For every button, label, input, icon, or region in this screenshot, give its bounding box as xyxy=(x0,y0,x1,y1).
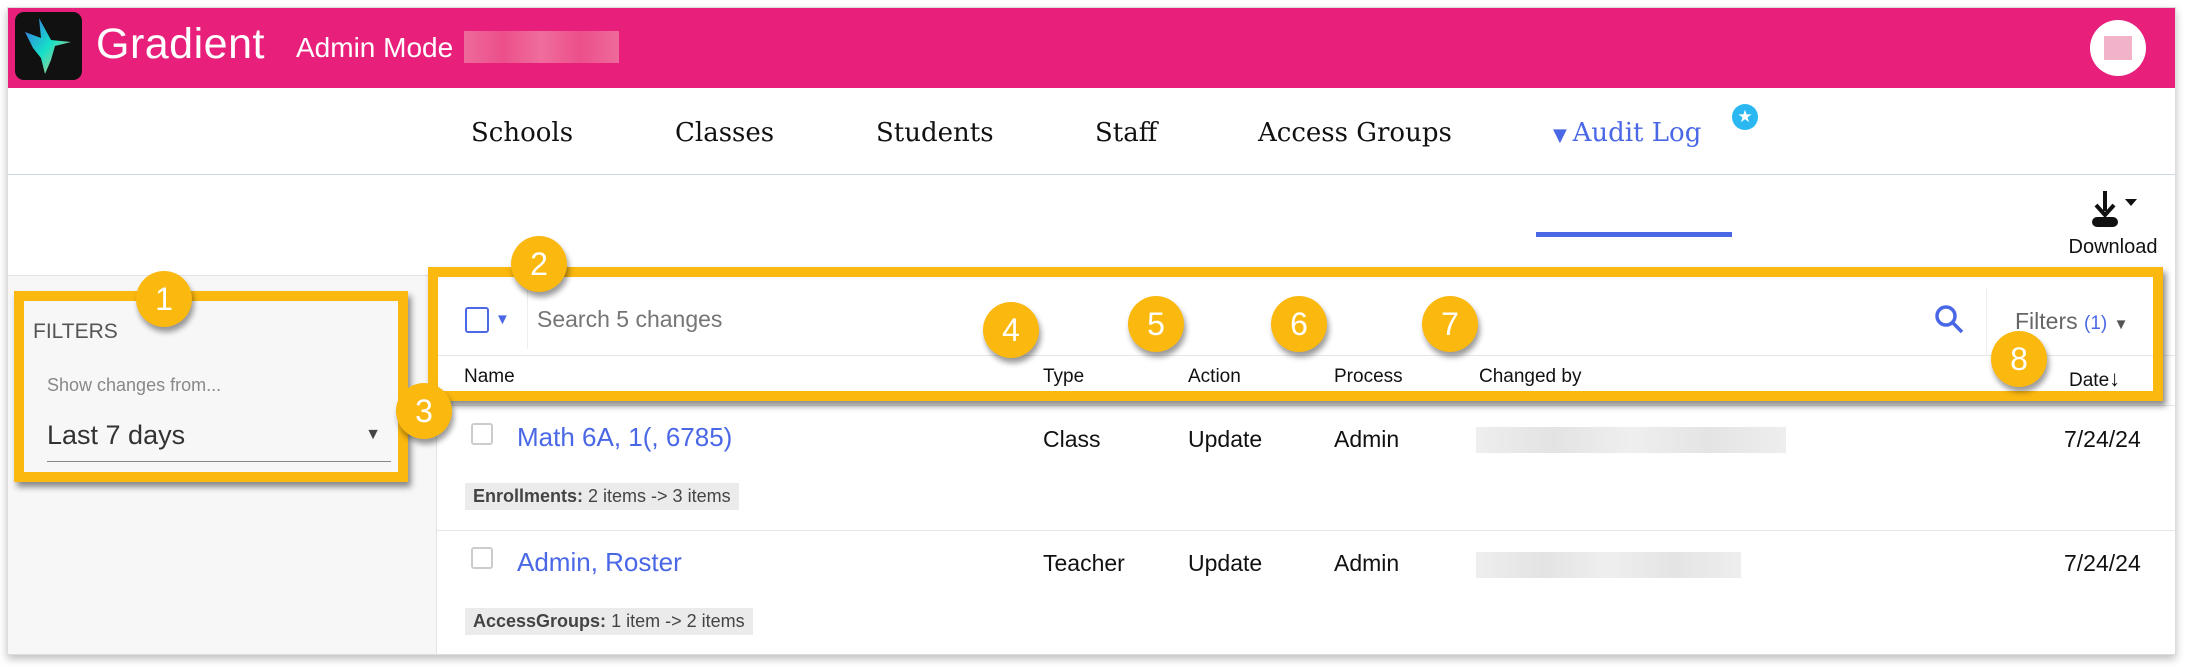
row-checkbox[interactable] xyxy=(471,423,493,445)
caret-down-icon: ▼ xyxy=(365,426,381,443)
redacted-name xyxy=(464,31,619,63)
filters-button[interactable]: Filters (1) ▼ xyxy=(2015,308,2129,334)
row-date: 7/24/24 xyxy=(2064,550,2141,576)
tab-students[interactable]: Students xyxy=(876,118,994,148)
row-type: Teacher xyxy=(1043,550,1125,576)
brand-name: Gradient xyxy=(96,20,265,68)
row-action: Update xyxy=(1188,426,1263,452)
caret-down-icon: ▼ xyxy=(1553,125,1573,146)
column-header-changed-by[interactable]: Changed by xyxy=(1479,366,1582,387)
tab-access-groups[interactable]: Access Groups xyxy=(1258,118,1452,148)
column-header-process[interactable]: Process xyxy=(1334,366,1403,387)
callout-box-filters xyxy=(14,291,408,482)
date-range-value: Last 7 days xyxy=(47,420,186,450)
download-icon xyxy=(2092,191,2137,227)
change-value: 2 items -> 3 items xyxy=(588,486,731,506)
column-header-type[interactable]: Type xyxy=(1043,366,1085,387)
active-tab-indicator xyxy=(1536,232,1732,237)
search-input[interactable] xyxy=(537,297,1397,341)
date-range-label: Show changes from... xyxy=(47,375,222,395)
hummingbird-logo-icon[interactable] xyxy=(15,12,82,80)
row-process: Admin xyxy=(1334,426,1400,452)
change-summary: Enrollments: 2 items -> 3 items xyxy=(465,483,739,510)
callout-badge-6: 6 xyxy=(1271,296,1327,352)
callout-badge-4: 4 xyxy=(983,302,1039,358)
column-header-date[interactable]: Date↓ xyxy=(2069,366,2121,391)
callout-badge-3: 3 xyxy=(396,383,452,439)
tab-classes[interactable]: Classes xyxy=(675,118,775,148)
column-header-action[interactable]: Action xyxy=(1188,366,1241,387)
filters-sidebar: FILTERS Show changes from... Last 7 days… xyxy=(8,275,436,654)
search-icon[interactable] xyxy=(1933,303,1965,335)
callout-badge-5: 5 xyxy=(1128,296,1184,352)
row-process: Admin xyxy=(1334,550,1400,576)
row-name-link[interactable]: Admin, Roster xyxy=(517,547,682,577)
main-nav: Schools Classes Students Staff Access Gr… xyxy=(8,88,2175,237)
caret-down-icon[interactable]: ▼ xyxy=(495,311,510,328)
row-name-link[interactable]: Math 6A, 1(, 6785) xyxy=(517,422,733,452)
change-value: 1 item -> 2 items xyxy=(611,611,745,631)
row-date: 7/24/24 xyxy=(2064,426,2141,452)
redacted-changed-by xyxy=(1476,552,1741,578)
tab-schools[interactable]: Schools xyxy=(471,118,574,148)
caret-down-icon: ▼ xyxy=(2113,316,2129,333)
filters-count: (1) xyxy=(2084,313,2108,334)
top-bar: Gradient Admin Mode xyxy=(8,8,2175,88)
callout-badge-8: 8 xyxy=(1991,331,2047,387)
avatar[interactable] xyxy=(2090,20,2146,76)
callout-badge-2: 2 xyxy=(511,236,567,292)
download-button[interactable]: Download xyxy=(2063,191,2163,259)
callout-badge-1: 1 xyxy=(136,271,192,327)
row-type: Class xyxy=(1043,426,1101,452)
tab-staff[interactable]: Staff xyxy=(1095,118,1158,148)
filters-title: FILTERS xyxy=(33,320,118,343)
callout-badge-7: 7 xyxy=(1422,296,1478,352)
change-field: AccessGroups: xyxy=(473,611,607,631)
row-checkbox[interactable] xyxy=(471,547,493,569)
change-summary: AccessGroups: 1 item -> 2 items xyxy=(465,608,753,635)
redacted-changed-by xyxy=(1476,427,1786,453)
date-range-select[interactable]: Last 7 days ▼ xyxy=(47,420,391,462)
select-all-checkbox[interactable] xyxy=(465,307,489,333)
callout-box-search-header xyxy=(428,267,2163,401)
row-action: Update xyxy=(1188,550,1263,576)
app-window: Gradient Admin Mode Schools Classes Stud… xyxy=(7,7,2176,655)
download-label: Download xyxy=(2068,236,2158,258)
sort-arrow-down-icon: ↓ xyxy=(2109,366,2121,391)
change-field: Enrollments: xyxy=(473,486,584,506)
tab-audit-log[interactable]: ▼ Audit Log xyxy=(1553,118,1702,148)
column-header-name[interactable]: Name xyxy=(464,366,515,387)
admin-mode-label: Admin Mode xyxy=(296,32,454,63)
star-badge-icon: ★ xyxy=(1732,104,1758,130)
